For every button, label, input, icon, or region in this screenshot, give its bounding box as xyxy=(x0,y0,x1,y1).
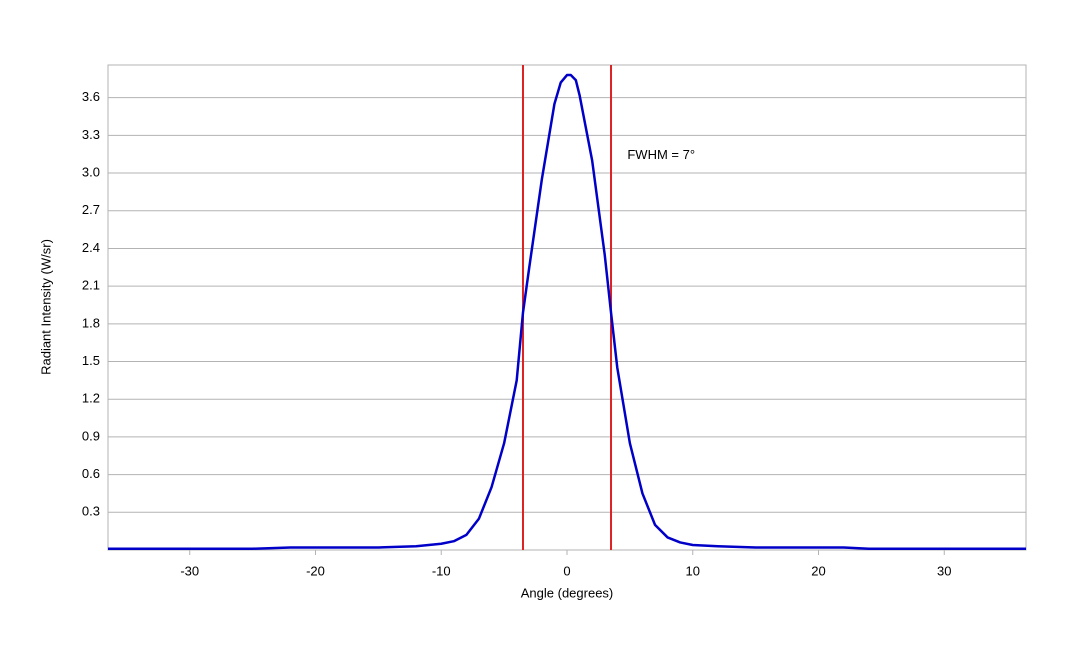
y-tick-label: 3.0 xyxy=(82,164,100,179)
y-tick-label: 0.6 xyxy=(82,466,100,481)
x-tick-label: -10 xyxy=(432,563,451,578)
y-tick-label: 1.8 xyxy=(82,315,100,330)
data-line xyxy=(108,73,1026,550)
x-tick-label: 10 xyxy=(686,563,700,578)
y-tick-label: 0.3 xyxy=(82,504,100,519)
x-tick-label: -20 xyxy=(306,563,325,578)
x-tick-label: 20 xyxy=(811,563,825,578)
y-tick-label: 2.7 xyxy=(82,202,100,217)
plot-border xyxy=(107,64,1027,551)
y-tick-label: 3.6 xyxy=(82,89,100,104)
y-tick-label: 2.1 xyxy=(82,278,100,293)
y-tick-label: 3.3 xyxy=(82,127,100,142)
y-tick-label: 2.4 xyxy=(82,240,100,255)
x-tick-label: 30 xyxy=(937,563,951,578)
x-tick-label: -30 xyxy=(180,563,199,578)
y-tick-label: 1.5 xyxy=(82,353,100,368)
y-tick-label: 1.2 xyxy=(82,391,100,406)
y-axis-label: Radiant Intensity (W/sr) xyxy=(38,239,53,375)
x-axis-label: Angle (degrees) xyxy=(521,585,614,600)
annotation: FWHM = 7° xyxy=(627,147,695,162)
x-tick-label: 0 xyxy=(563,563,570,578)
y-tick-label: 0.9 xyxy=(82,428,100,443)
